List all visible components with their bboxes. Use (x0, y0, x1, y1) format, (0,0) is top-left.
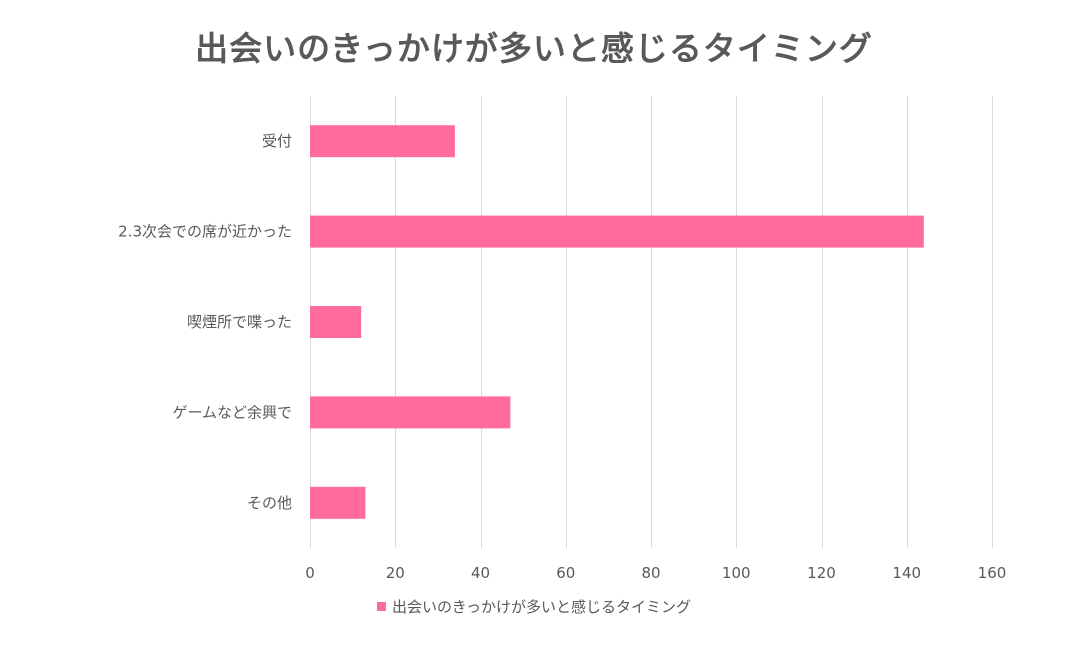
category-label-4: その他 (247, 494, 292, 512)
x-tick-label-60: 60 (556, 564, 575, 582)
category-label-0: 受付 (262, 132, 292, 150)
bar-4 (310, 486, 366, 519)
x-tick-label-20: 20 (386, 564, 405, 582)
chart-title: 出会いのきっかけが多いと感じるタイミング (195, 29, 873, 68)
legend-label: 出会いのきっかけが多いと感じるタイミング (392, 598, 691, 616)
x-tick-label-0: 0 (305, 564, 315, 582)
x-tick-label-140: 140 (892, 564, 921, 582)
legend: 出会いのきっかけが多いと感じるタイミング (0, 596, 1068, 617)
legend-swatch (377, 602, 387, 611)
category-label-2: 喫煙所で喋った (187, 313, 292, 331)
bar-2 (310, 306, 362, 338)
x-tick-label-40: 40 (471, 564, 490, 582)
category-label-1: 2.3次会での席が近かった (118, 223, 292, 241)
x-tick-label-100: 100 (722, 564, 751, 582)
category-label-3: ゲームなど余興で (172, 403, 292, 421)
bar-3 (310, 396, 511, 429)
bar-1 (310, 215, 924, 248)
x-tick-label-80: 80 (641, 564, 660, 582)
x-tick-label-160: 160 (978, 564, 1007, 582)
bar-0 (310, 125, 455, 158)
x-tick-label-120: 120 (807, 564, 836, 582)
